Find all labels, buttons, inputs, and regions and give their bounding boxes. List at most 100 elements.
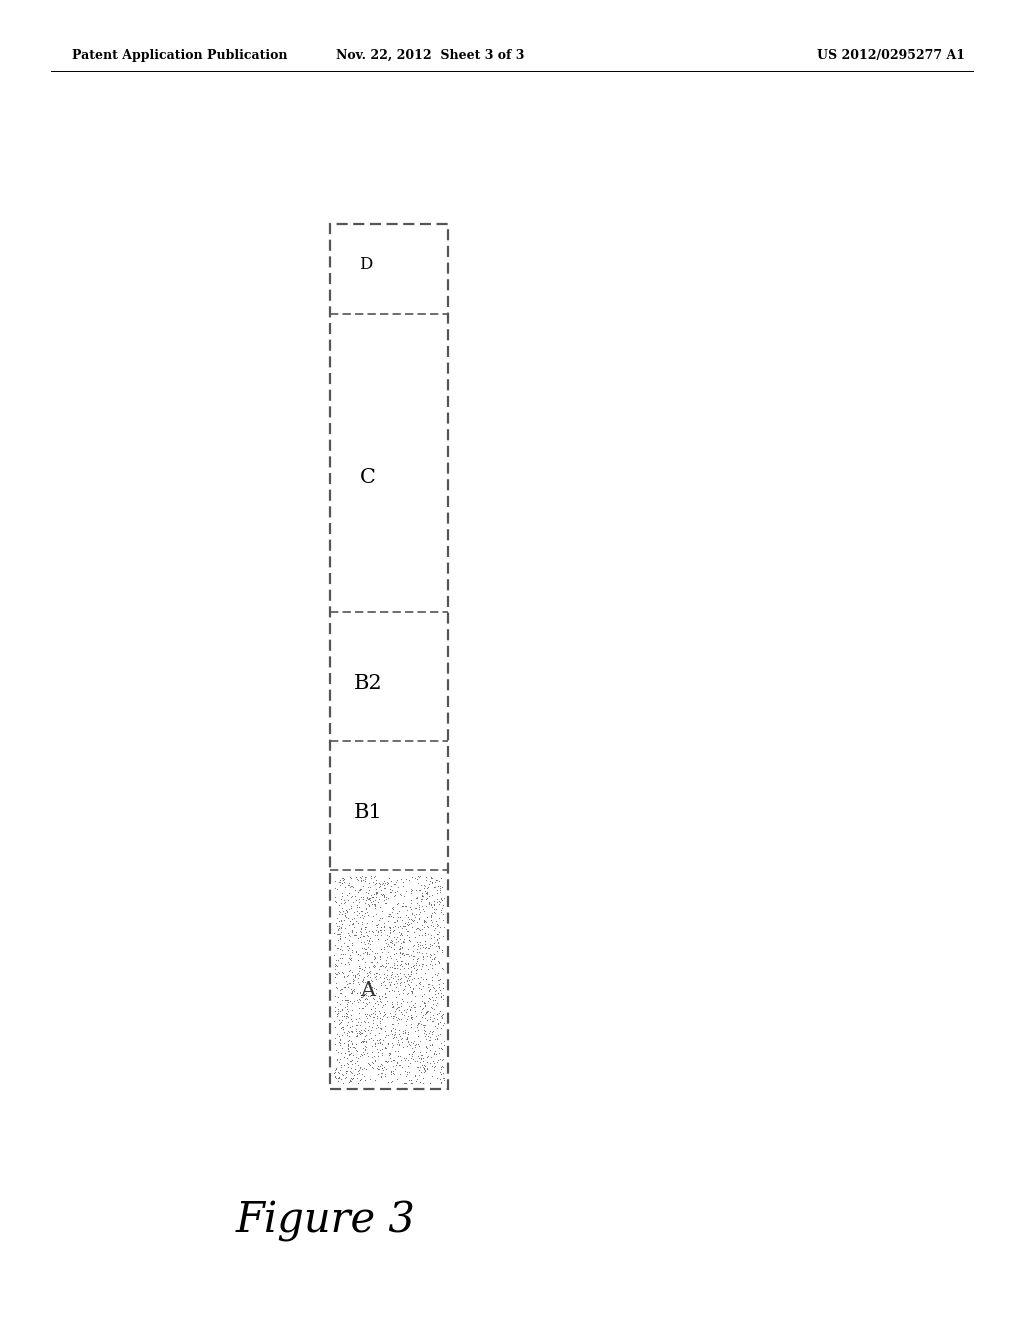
Point xyxy=(350,1059,367,1080)
Point xyxy=(355,1028,372,1049)
Point xyxy=(421,944,437,965)
Point xyxy=(382,882,398,903)
Point xyxy=(411,968,427,989)
Point xyxy=(337,891,353,912)
Point xyxy=(373,924,389,945)
Point xyxy=(378,1059,394,1080)
Point xyxy=(340,1044,356,1065)
Point xyxy=(362,970,379,991)
Point xyxy=(394,896,411,917)
Point xyxy=(344,1049,360,1071)
Point xyxy=(384,879,400,900)
Point xyxy=(327,887,343,908)
Point xyxy=(375,873,391,894)
Point xyxy=(342,1036,358,1057)
Point xyxy=(342,1005,358,1026)
Point xyxy=(344,941,360,962)
Point xyxy=(381,979,397,1001)
Point xyxy=(399,1023,416,1044)
Point xyxy=(377,1003,393,1024)
Point xyxy=(392,1055,409,1076)
Point xyxy=(408,898,424,919)
Point xyxy=(358,1007,375,1028)
Point xyxy=(416,1055,432,1076)
Point xyxy=(389,880,406,902)
Point xyxy=(361,978,378,999)
Point xyxy=(366,894,382,915)
Point xyxy=(416,983,432,1005)
Point xyxy=(373,916,389,937)
Point xyxy=(420,1001,436,1022)
Point xyxy=(388,970,404,991)
Point xyxy=(392,974,409,995)
Point xyxy=(349,895,366,916)
Point xyxy=(434,909,451,931)
Point xyxy=(364,1057,380,1078)
Point xyxy=(348,1018,365,1039)
Point xyxy=(396,953,413,974)
Point xyxy=(392,1026,409,1047)
Point xyxy=(413,1044,429,1065)
Point xyxy=(426,1060,442,1081)
Point xyxy=(386,939,402,960)
Point xyxy=(402,999,419,1020)
Point xyxy=(364,1047,380,1068)
Point xyxy=(429,993,445,1014)
Point xyxy=(416,1014,432,1035)
Point xyxy=(391,900,408,921)
Point xyxy=(386,1006,402,1027)
Point xyxy=(410,958,426,979)
Point xyxy=(372,990,388,1011)
Point xyxy=(345,1044,361,1065)
Point xyxy=(410,1020,426,1041)
Point xyxy=(417,1003,433,1024)
Point xyxy=(344,999,360,1020)
Point xyxy=(422,979,438,1001)
Point xyxy=(408,879,424,900)
Point xyxy=(344,1068,360,1089)
Point xyxy=(427,964,443,985)
Point xyxy=(331,1063,347,1084)
Point xyxy=(384,898,400,919)
Point xyxy=(365,1051,381,1072)
Point xyxy=(376,1005,392,1026)
Point xyxy=(409,941,425,962)
Point xyxy=(339,998,355,1019)
Point xyxy=(417,1055,433,1076)
Point xyxy=(423,1047,439,1068)
Point xyxy=(356,870,373,891)
Point xyxy=(409,917,425,939)
Point xyxy=(429,888,445,909)
Point xyxy=(332,1059,348,1080)
Point xyxy=(360,991,377,1012)
Point xyxy=(337,953,353,974)
Point xyxy=(411,1047,427,1068)
Point xyxy=(430,936,446,957)
Point xyxy=(432,979,449,1001)
Point xyxy=(407,1051,423,1072)
Point xyxy=(370,929,386,950)
Point xyxy=(353,1019,370,1040)
Point xyxy=(409,887,425,908)
Point xyxy=(376,886,392,907)
Point xyxy=(413,932,429,953)
Point xyxy=(373,1019,389,1040)
Point xyxy=(399,907,416,928)
Point xyxy=(342,1071,358,1092)
Point xyxy=(416,874,432,895)
Point xyxy=(386,920,402,941)
Point xyxy=(378,1051,394,1072)
Point xyxy=(352,1015,369,1036)
Point xyxy=(361,939,378,960)
Point xyxy=(396,964,413,985)
Point xyxy=(362,1003,379,1024)
Point xyxy=(350,1007,367,1028)
Point xyxy=(424,1055,440,1076)
Point xyxy=(423,928,439,949)
Point xyxy=(426,876,442,898)
Point xyxy=(349,882,366,903)
Point xyxy=(430,937,446,958)
Point xyxy=(400,966,417,987)
Point xyxy=(332,870,348,891)
Point xyxy=(419,1010,435,1031)
